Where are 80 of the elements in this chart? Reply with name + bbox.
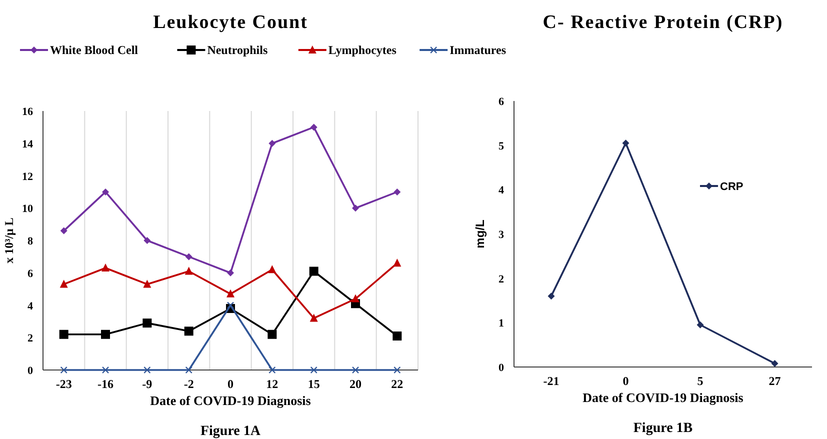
- point: [102, 366, 110, 374]
- y-tick-label: 5: [498, 140, 504, 152]
- y-tick-label: 14: [22, 138, 34, 150]
- legend-label: Immatures: [450, 43, 506, 57]
- point: [60, 280, 68, 288]
- y-axis-title: x 10³/μ L: [2, 218, 16, 264]
- point: [393, 258, 402, 267]
- point: [310, 314, 318, 322]
- y-tick-label: 1: [498, 318, 504, 330]
- x-tick-label: 12: [266, 377, 278, 391]
- point: [310, 366, 318, 374]
- point: [394, 188, 401, 196]
- y-tick-label: 12: [22, 170, 34, 183]
- x-tick-label: -21: [543, 374, 560, 388]
- point: [144, 366, 151, 374]
- x-tick-label: -23: [56, 377, 72, 391]
- chart-title: C- Reactive Protein (CRP): [542, 12, 784, 33]
- point: [771, 360, 778, 367]
- point: [185, 366, 192, 374]
- x-axis-title: Date of COVID-19 Diagnosis: [582, 390, 744, 405]
- point: [268, 366, 276, 374]
- y-axis-title: mg/L: [473, 220, 487, 248]
- point: [144, 237, 151, 244]
- legend-label: Neutrophils: [207, 43, 268, 57]
- x-tick-label: -16: [98, 377, 114, 391]
- y-tick-label: 16: [22, 106, 34, 118]
- point: [352, 204, 359, 212]
- point: [60, 366, 68, 374]
- caption: Figure 1B: [633, 421, 693, 436]
- legend-label: CRP: [720, 181, 744, 193]
- point: [309, 266, 318, 276]
- x-tick-label: 20: [350, 377, 362, 391]
- x-tick-label: 22: [391, 377, 404, 391]
- legend-label: White Blood Cell: [50, 43, 139, 57]
- y-tick-label: 2: [28, 332, 34, 345]
- y-tick-label: 4: [28, 300, 34, 312]
- caption: Figure 1A: [200, 424, 262, 439]
- point: [268, 330, 277, 339]
- point: [142, 318, 152, 328]
- point: [310, 124, 318, 131]
- x-tick-label: 27: [768, 374, 781, 388]
- y-tick-label: 3: [498, 229, 504, 241]
- legend-label: Lymphocytes: [328, 43, 397, 57]
- x-tick-label: 0: [228, 377, 234, 391]
- y-tick-label: 0: [498, 362, 504, 374]
- y-tick-label: 6: [498, 96, 504, 108]
- point: [102, 188, 109, 196]
- point: [60, 227, 68, 234]
- point: [226, 289, 234, 298]
- x-tick-label: 15: [308, 377, 320, 391]
- point: [185, 253, 192, 260]
- point: [268, 265, 276, 274]
- point: [394, 366, 401, 374]
- point: [184, 266, 193, 275]
- x-tick-label: 0: [622, 374, 629, 388]
- x-tick-label: -9: [142, 377, 152, 391]
- y-tick-label: 6: [28, 268, 34, 280]
- x-tick-label: -2: [184, 377, 194, 391]
- y-tick-label: 4: [498, 184, 504, 197]
- x-tick-label: 5: [697, 374, 704, 388]
- y-tick-label: 10: [22, 203, 34, 216]
- point: [622, 140, 630, 147]
- point: [548, 292, 555, 300]
- y-tick-label: 0: [28, 365, 34, 377]
- point: [101, 330, 110, 339]
- point: [184, 326, 194, 336]
- point: [59, 330, 68, 339]
- point: [268, 140, 276, 147]
- point: [696, 321, 704, 328]
- chart-title: Leukocyte Count: [153, 12, 308, 33]
- point: [392, 332, 402, 341]
- point: [143, 280, 152, 288]
- x-axis-title: Date of COVID-19 Diagnosis: [150, 393, 311, 408]
- point: [352, 366, 360, 374]
- point: [226, 302, 234, 309]
- point: [352, 294, 360, 302]
- y-tick-label: 8: [28, 236, 34, 248]
- point: [227, 269, 234, 276]
- y-tick-label: 2: [498, 273, 504, 286]
- point: [102, 264, 110, 272]
